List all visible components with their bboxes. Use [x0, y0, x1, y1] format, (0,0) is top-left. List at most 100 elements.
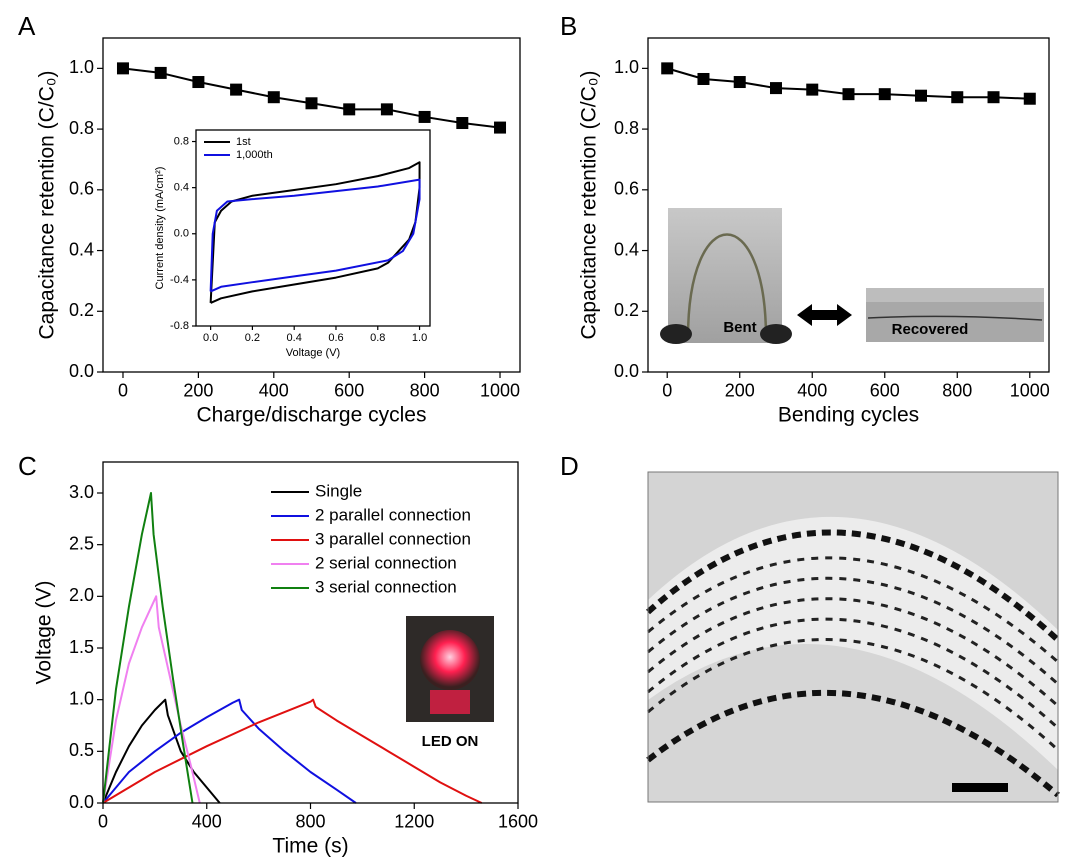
- x-tick-label: 1000: [480, 380, 520, 400]
- x-tick-label: 0.2: [245, 332, 260, 344]
- data-point: [733, 76, 746, 89]
- y-tick-label: 0.8: [614, 118, 639, 138]
- x-tick-label: 0: [662, 380, 672, 400]
- x-tick-label: 1.0: [412, 332, 427, 344]
- series-line: [209, 178, 421, 293]
- plot-frame: [195, 129, 431, 327]
- series-line: [102, 492, 194, 804]
- legend-label: 3 parallel connection: [315, 529, 471, 548]
- plot-frame: [102, 461, 519, 804]
- y-tick-label: 0.6: [69, 179, 94, 199]
- panel-label: B: [560, 11, 577, 41]
- data-point: [343, 103, 356, 116]
- data-point: [1023, 92, 1036, 105]
- y-tick-label: 1.5: [69, 637, 94, 657]
- data-point: [987, 91, 1000, 104]
- y-tick-label: 1.0: [614, 57, 639, 77]
- x-tick-label: 0.6: [328, 332, 343, 344]
- y-tick-label: 0.4: [174, 182, 189, 194]
- series-line: [102, 595, 201, 804]
- x-tick-label: 400: [192, 811, 222, 831]
- x-tick-label: 400: [259, 380, 289, 400]
- series-line: [102, 698, 483, 804]
- legend-label: 1,000th: [236, 149, 273, 161]
- y-tick-label: 0.0: [174, 228, 189, 240]
- data-point: [116, 62, 129, 75]
- annotation: Bent: [723, 319, 756, 336]
- y-axis-label: Current density (mA/cm²): [154, 167, 166, 290]
- y-tick-label: 0.0: [69, 792, 94, 812]
- y-axis-label: Voltage (V): [33, 581, 56, 685]
- x-axis-label: Charge/discharge cycles: [197, 404, 427, 427]
- x-tick-label: 0: [118, 380, 128, 400]
- y-tick-label: 0.2: [69, 300, 94, 320]
- legend-label: 2 serial connection: [315, 553, 457, 572]
- x-tick-label: 0.8: [370, 332, 385, 344]
- data-point: [842, 88, 855, 101]
- y-tick-label: 0.2: [614, 300, 639, 320]
- data-point: [456, 117, 469, 130]
- annotation: Recovered: [892, 321, 969, 338]
- y-tick-label: 0.8: [69, 118, 94, 138]
- data-point: [418, 110, 431, 123]
- x-tick-label: 1200: [394, 811, 434, 831]
- legend-label: 2 parallel connection: [315, 505, 471, 524]
- x-tick-label: 600: [334, 380, 364, 400]
- y-tick-label: -0.4: [170, 274, 189, 286]
- data-point: [305, 97, 318, 110]
- plot-frame: [102, 37, 521, 373]
- x-tick-label: 400: [797, 380, 827, 400]
- inset-background: [196, 130, 430, 326]
- y-tick-label: 3.0: [69, 482, 94, 502]
- y-axis-label: Capacitance retention (C/C₀): [578, 70, 601, 339]
- data-point: [267, 91, 280, 104]
- series-line: [102, 698, 357, 804]
- data-point: [154, 66, 167, 79]
- data-point: [915, 89, 928, 102]
- x-tick-label: 600: [870, 380, 900, 400]
- x-axis-label: Time (s): [272, 835, 348, 858]
- x-tick-label: 0: [98, 811, 108, 831]
- legend-label: 3 serial connection: [315, 577, 457, 596]
- y-tick-label: 0.4: [69, 239, 94, 259]
- x-tick-label: 200: [183, 380, 213, 400]
- y-tick-label: 2.5: [69, 533, 94, 553]
- legend-label: 1st: [236, 136, 251, 148]
- x-tick-label: 1000: [1010, 380, 1050, 400]
- data-point: [192, 76, 205, 89]
- fabric-photo: [645, 471, 1061, 803]
- series-line: [102, 698, 221, 804]
- y-tick-label: -0.8: [170, 320, 189, 332]
- x-axis-label: Voltage (V): [286, 347, 340, 359]
- double-arrow: [797, 304, 852, 326]
- legend-label: Single: [315, 481, 362, 500]
- bent-photo: [660, 208, 792, 344]
- annotation: LED ON: [422, 733, 479, 750]
- y-tick-label: 0.0: [614, 361, 639, 381]
- data-point: [769, 82, 782, 95]
- y-tick-label: 0.4: [614, 239, 639, 259]
- recovered-photo: [866, 288, 1044, 342]
- y-axis-label: Capacitance retention (C/C₀): [36, 70, 59, 339]
- plot-frame: [647, 37, 1050, 373]
- y-tick-label: 0.8: [174, 135, 189, 147]
- panel-label: C: [18, 451, 37, 481]
- x-tick-label: 800: [942, 380, 972, 400]
- led-photo: [406, 616, 494, 722]
- x-tick-label: 200: [725, 380, 755, 400]
- x-axis-label: Bending cycles: [778, 404, 919, 427]
- x-tick-label: 1600: [498, 811, 538, 831]
- x-tick-label: 0.0: [203, 332, 218, 344]
- data-point: [951, 91, 964, 104]
- y-tick-label: 1.0: [69, 57, 94, 77]
- x-tick-label: 800: [410, 380, 440, 400]
- data-point: [878, 88, 891, 101]
- panel-label: D: [560, 451, 579, 481]
- panel-label: A: [18, 11, 36, 41]
- y-tick-label: 0.6: [614, 179, 639, 199]
- data-point: [661, 62, 674, 75]
- y-tick-label: 1.0: [69, 688, 94, 708]
- y-tick-label: 2.0: [69, 585, 94, 605]
- x-tick-label: 800: [295, 811, 325, 831]
